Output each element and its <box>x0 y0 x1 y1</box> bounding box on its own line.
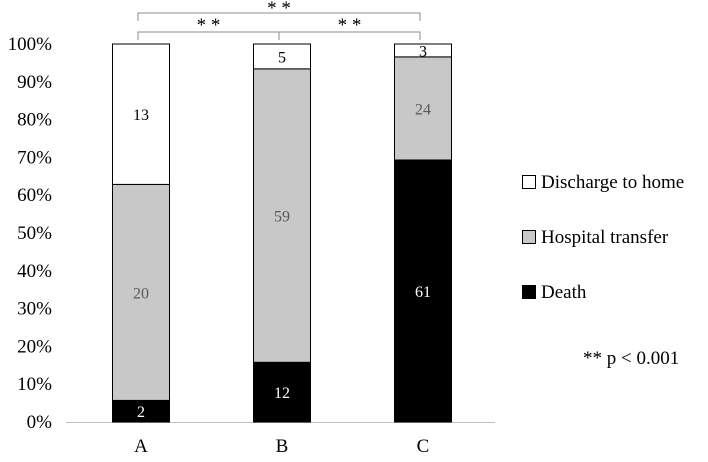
bar-segment <box>112 43 170 185</box>
bar-segment <box>112 183 170 401</box>
data-label: 3 <box>419 43 427 60</box>
data-label: 59 <box>274 209 290 226</box>
legend-item: Death <box>522 282 586 304</box>
legend-item: Discharge to home <box>522 172 684 194</box>
data-label: 20 <box>133 285 149 302</box>
x-tick-label: A <box>134 436 148 457</box>
legend-item: Hospital transfer <box>522 227 668 249</box>
data-label: 12 <box>274 385 290 402</box>
legend-label: Death <box>541 282 587 303</box>
legend-swatch <box>522 285 536 299</box>
y-tick-label: 100% <box>8 34 53 55</box>
x-tick-label: C <box>417 436 430 457</box>
y-tick-label: 90% <box>17 72 52 93</box>
bar-segment <box>394 159 452 423</box>
y-tick-label: 70% <box>17 147 52 168</box>
y-tick-label: 30% <box>17 299 52 320</box>
data-label: 13 <box>133 107 149 124</box>
data-label: 5 <box>278 49 286 66</box>
bar-segment <box>394 43 452 58</box>
data-label: 61 <box>415 284 431 301</box>
bar-segment <box>394 56 452 161</box>
significance-note: ** p < 0.001 <box>583 348 680 369</box>
significance-bracket <box>137 12 421 21</box>
significance-bracket <box>278 31 421 40</box>
y-tick-label: 60% <box>17 185 52 206</box>
bar-segment <box>253 361 311 423</box>
legend-label: Discharge to home <box>541 172 685 193</box>
x-tick-label: B <box>276 436 289 457</box>
significance-marker: * * <box>338 15 362 36</box>
bar-segment <box>253 43 311 70</box>
data-label: 24 <box>415 101 431 118</box>
y-tick-label: 0% <box>27 412 53 433</box>
significance-marker: * * <box>267 0 291 19</box>
significance-marker: * * <box>197 15 221 36</box>
bar-segment <box>253 68 311 363</box>
y-tick-label: 10% <box>17 374 52 395</box>
y-tick-label: 80% <box>17 110 52 131</box>
y-tick-label: 40% <box>17 261 52 282</box>
legend-swatch <box>522 175 536 189</box>
data-label: 2 <box>137 404 145 421</box>
y-tick-label: 20% <box>17 336 52 357</box>
legend-swatch <box>522 230 536 244</box>
y-tick-label: 50% <box>17 223 52 244</box>
legend-label: Hospital transfer <box>541 227 669 248</box>
